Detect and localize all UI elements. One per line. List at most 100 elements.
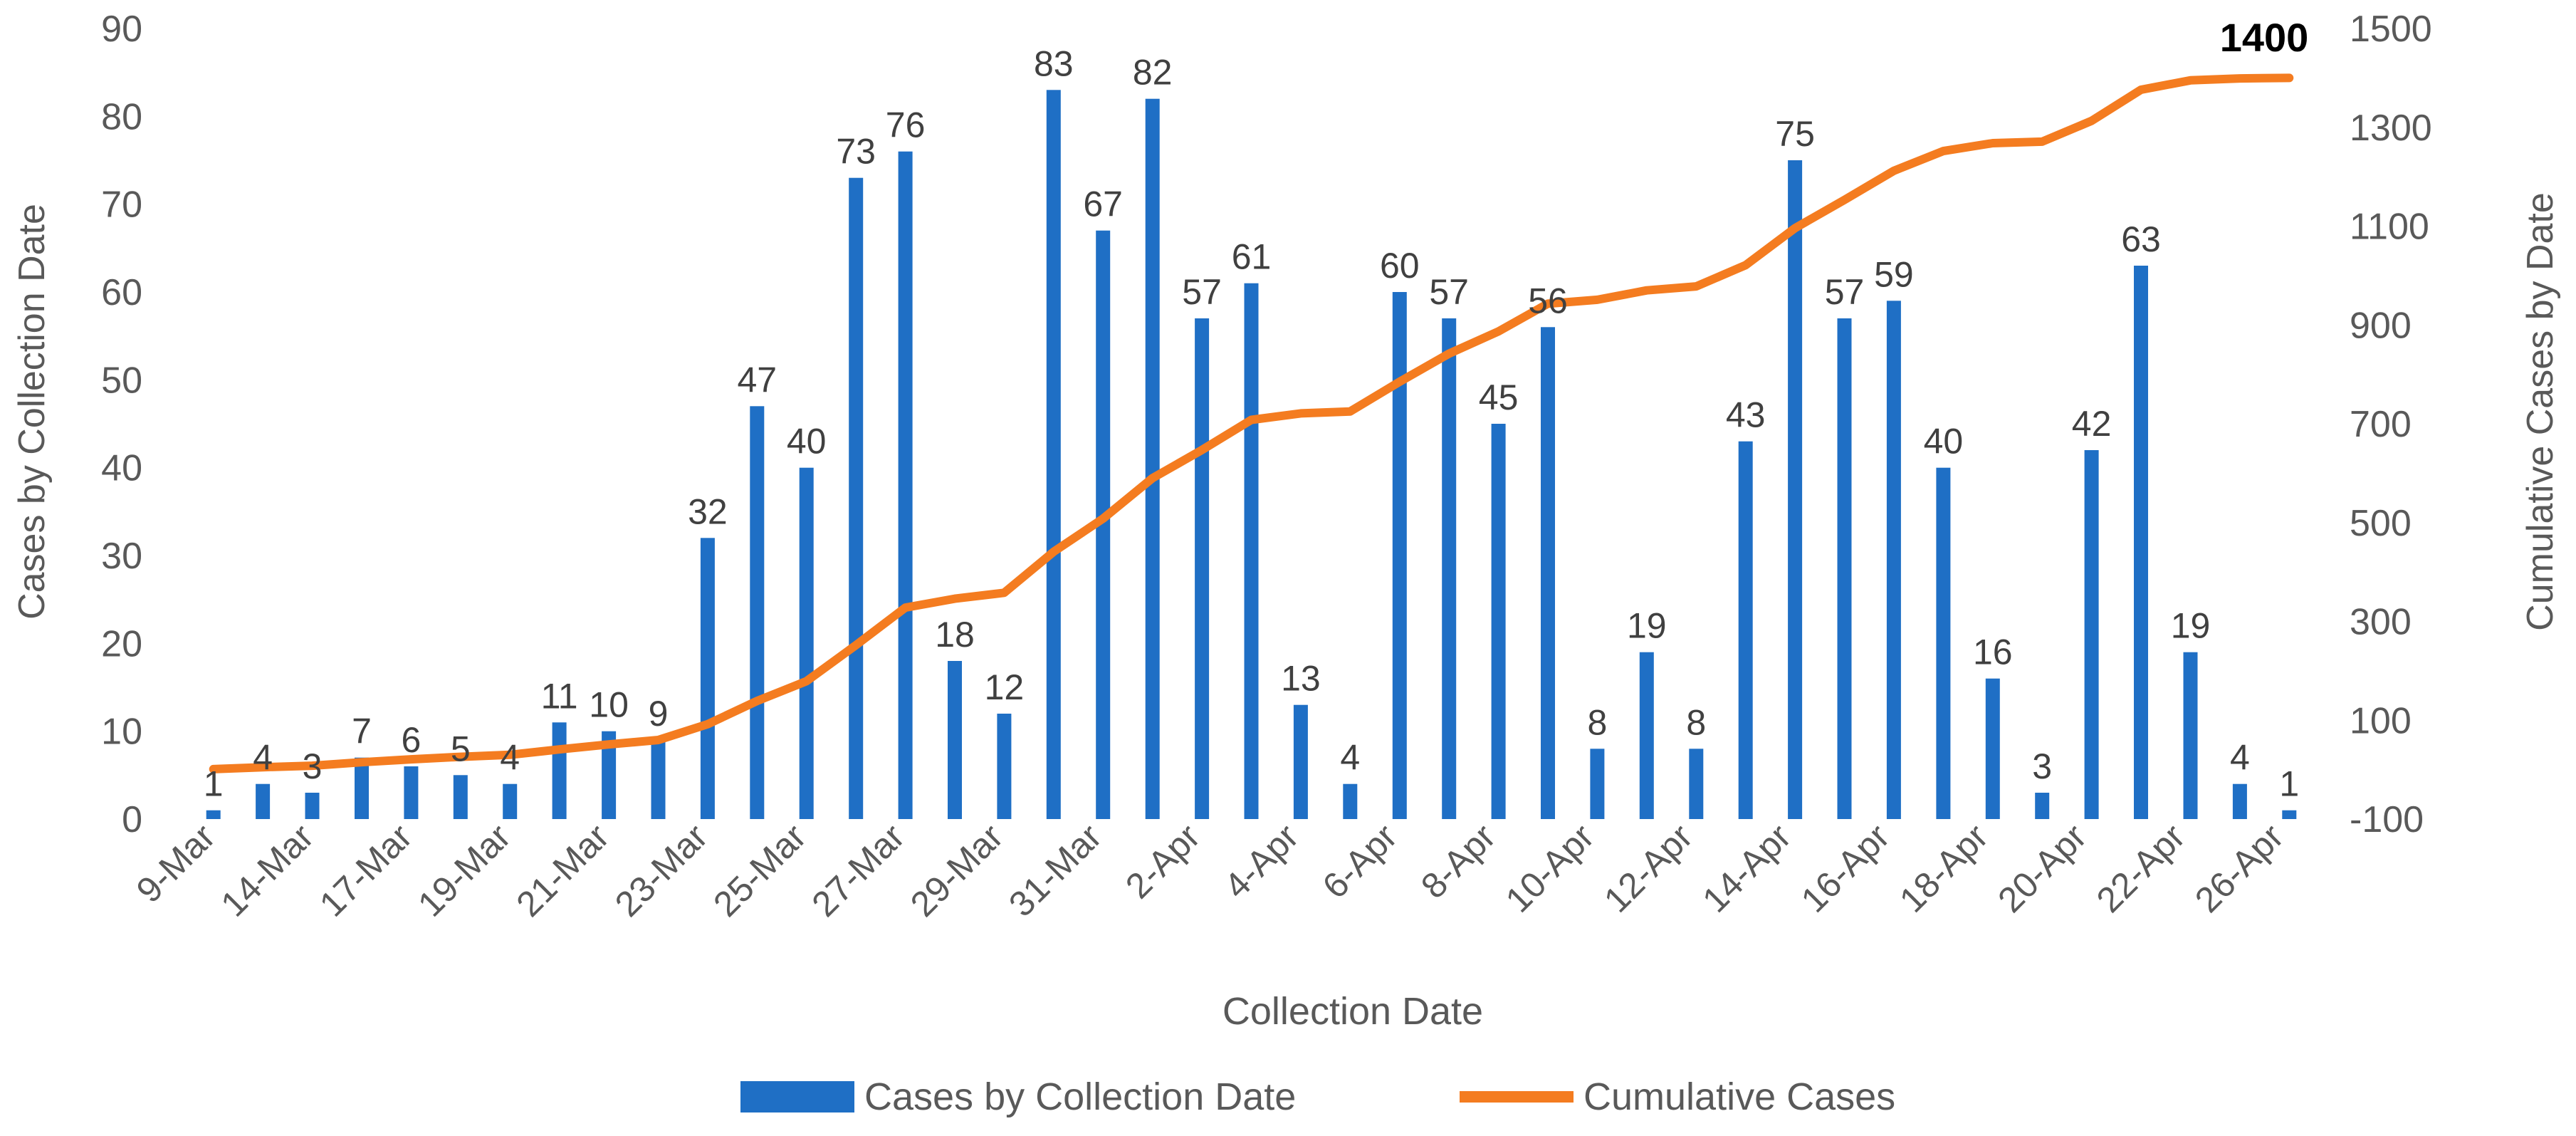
bar-label: 67: [1083, 184, 1123, 224]
bar: [1639, 652, 1654, 819]
bar: [1293, 704, 1308, 819]
bar: [1491, 424, 1506, 819]
bar: [1886, 301, 1901, 819]
y-tick-label: 20: [101, 623, 142, 665]
y2-tick-label: 1500: [2350, 9, 2432, 50]
x-tick-label: 14-Apr: [1695, 816, 1799, 920]
x-tick-label: 26-Apr: [2187, 816, 2291, 920]
x-tick-label: 20-Apr: [1990, 816, 2094, 920]
bar: [1145, 98, 1160, 819]
bar-label: 19: [1627, 606, 1667, 646]
bar: [799, 467, 814, 819]
bar: [503, 783, 518, 819]
bar-label: 57: [1182, 272, 1222, 312]
left-axis-ticks: 0 10 20 30 40 50 60 70 80 90: [101, 9, 142, 840]
bar-label: 12: [985, 667, 1025, 707]
bar: [2232, 783, 2247, 819]
x-tick-label: 29-Mar: [903, 816, 1011, 924]
x-tick-label: 2-Apr: [1118, 816, 1208, 906]
y-tick-label: 30: [101, 536, 142, 577]
x-tick-label: 31-Mar: [1001, 816, 1109, 924]
bar: [2084, 450, 2099, 819]
bar-label: 16: [1973, 632, 2013, 672]
y2-tick-label: 300: [2350, 602, 2412, 643]
y2-tick-label: 500: [2350, 503, 2412, 544]
x-tick-label: 4-Apr: [1216, 816, 1306, 906]
bar-label: 1: [204, 764, 224, 804]
bar: [1046, 90, 1061, 820]
bar-label: 42: [2072, 404, 2112, 444]
y-tick-label: 70: [101, 184, 142, 226]
bar-label: 4: [2230, 738, 2250, 778]
bar: [700, 538, 715, 819]
bar-label: 57: [1429, 272, 1469, 312]
bar: [602, 731, 617, 819]
bar-data-labels: 14 37 6 5 411 10 93247407376181283678257611346…: [204, 43, 2299, 803]
y2-tick-label: 100: [2350, 700, 2412, 741]
bar: [948, 661, 962, 819]
bar: [1788, 160, 1803, 819]
bar: [1837, 318, 1852, 819]
bar: [1392, 292, 1407, 819]
bar: [1590, 749, 1605, 819]
bar-label: 59: [1874, 254, 1914, 294]
x-tick-label: 27-Mar: [804, 816, 912, 924]
y-axis-title: Cases by Collection Date: [11, 204, 53, 620]
bar: [355, 757, 369, 819]
y2-tick-label: 1100: [2350, 207, 2429, 248]
bar-label: 4: [253, 738, 273, 778]
bar: [552, 722, 567, 819]
x-tick-label: 18-Apr: [1892, 816, 1996, 920]
bar: [1442, 318, 1457, 819]
x-axis-title: Collection Date: [1222, 990, 1483, 1033]
bar-label: 75: [1775, 114, 1815, 154]
bar: [404, 766, 419, 819]
bar-label: 4: [1340, 738, 1360, 778]
bar: [750, 406, 765, 819]
bar: [1541, 327, 1555, 819]
bar: [1096, 230, 1111, 819]
bar: [651, 740, 666, 819]
x-tick-label: 6-Apr: [1315, 816, 1405, 906]
bar-series: [206, 90, 2297, 820]
right-axis-ticks: -100 100 300 500 700 900 1100 1300 1500: [2350, 9, 2432, 840]
bar: [2134, 266, 2148, 819]
x-tick-label: 9-Mar: [129, 816, 223, 910]
bar-label: 73: [836, 132, 876, 172]
bar: [256, 783, 271, 819]
bar: [997, 714, 1012, 819]
x-tick-label: 17-Mar: [312, 816, 420, 924]
bar-label: 32: [688, 491, 728, 531]
bar: [2035, 793, 2050, 819]
bar: [1936, 467, 1951, 819]
y-tick-label: 50: [101, 360, 142, 401]
y2-tick-label: 700: [2350, 404, 2412, 445]
x-axis-ticks: 9-Mar14-Mar17-Mar19-Mar21-Mar23-Mar25-Ma…: [129, 816, 2291, 924]
y-tick-label: 10: [101, 712, 142, 753]
bar: [305, 793, 320, 819]
bar-label: 3: [2032, 746, 2052, 786]
bar: [1985, 678, 2000, 819]
bar: [1343, 783, 1358, 819]
bar-label: 18: [935, 615, 975, 655]
bar: [1244, 283, 1259, 819]
y-tick-label: 40: [101, 448, 142, 489]
bar-label: 6: [401, 720, 421, 760]
legend-label-line: Cumulative Cases: [1583, 1075, 1895, 1118]
bar-label: 4: [500, 738, 520, 778]
legend-label-bars: Cases by Collection Date: [864, 1075, 1296, 1118]
bar-label: 60: [1380, 246, 1420, 286]
bar-label: 8: [1587, 702, 1607, 742]
bar: [898, 151, 913, 819]
x-tick-label: 16-Apr: [1794, 816, 1897, 920]
bar-label: 43: [1726, 395, 1766, 435]
y-tick-label: 90: [101, 9, 142, 50]
bar: [1689, 749, 1704, 819]
bar-label: 76: [886, 105, 926, 145]
bar: [1738, 441, 1753, 819]
x-tick-label: 25-Mar: [706, 816, 814, 924]
x-tick-label: 14-Mar: [213, 816, 321, 924]
bar-label: 11: [541, 676, 578, 716]
bar: [453, 775, 468, 819]
bar-label: 45: [1479, 377, 1519, 417]
